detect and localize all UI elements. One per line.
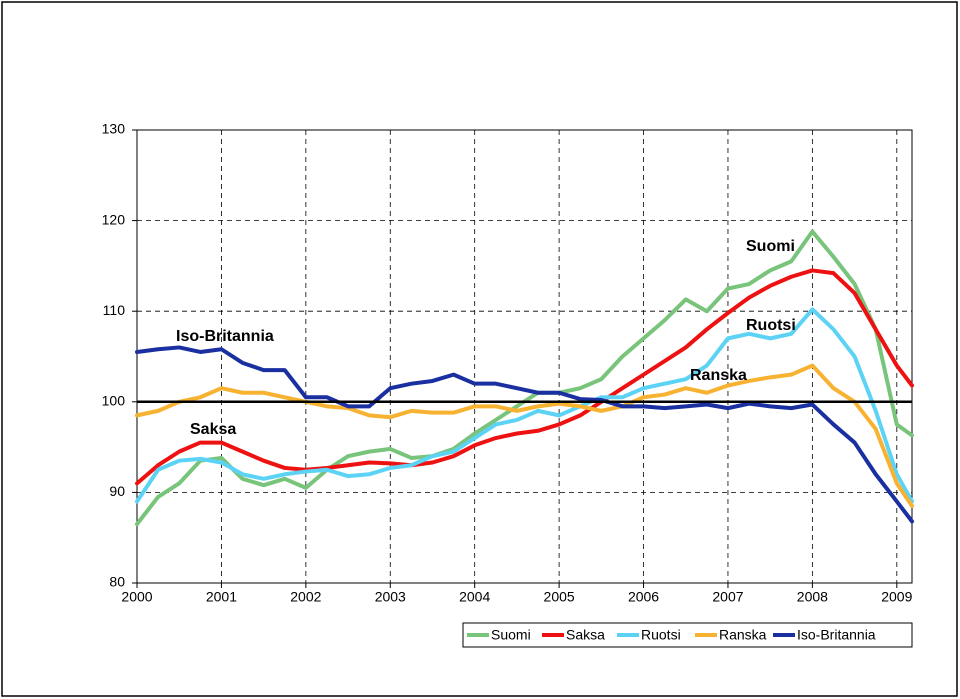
series-line [135,229,914,527]
legend-label: Iso-Britannia [797,627,876,643]
x-tick-label: 2000 [121,589,152,605]
x-tick-label: 2008 [797,589,828,605]
plot-border [136,129,913,584]
x-tick-label: 2007 [712,589,743,605]
y-tick-label: 110 [103,302,126,318]
plot-area [137,130,912,583]
x-tick-label: 2006 [628,589,659,605]
annotation: Ruotsi [746,317,796,334]
y-tick-label: 100 [102,393,126,409]
annotation: Iso-Britannia [176,328,274,345]
legend-box [462,622,913,648]
x-tick-label: 2004 [459,589,490,605]
series-line [135,363,914,508]
legend-label: Ruotsi [641,627,681,643]
y-tick-label: 130 [102,121,126,137]
x-tick-label: 2002 [290,589,321,605]
y-tick-label: 80 [109,574,125,590]
x-tick-label: 2009 [881,589,912,605]
annotation: Saksa [190,421,236,438]
y-tick-label: 120 [102,211,126,227]
x-tick-label: 2001 [206,589,237,605]
legend-label: Saksa [566,627,605,643]
annotation: Ranska [690,367,747,384]
annotation: Suomi [746,238,795,255]
series-line [135,307,914,504]
legend-label: Suomi [491,627,531,643]
series-line [135,268,914,486]
x-tick-label: 2003 [375,589,406,605]
legend-label: Ranska [719,627,767,643]
series-line [135,345,914,524]
x-tick-label: 2005 [544,589,575,605]
legend: Suomi Saksa Ruotsi Ranska Iso-Britannia [462,622,913,648]
y-tick-label: 90 [109,483,125,499]
